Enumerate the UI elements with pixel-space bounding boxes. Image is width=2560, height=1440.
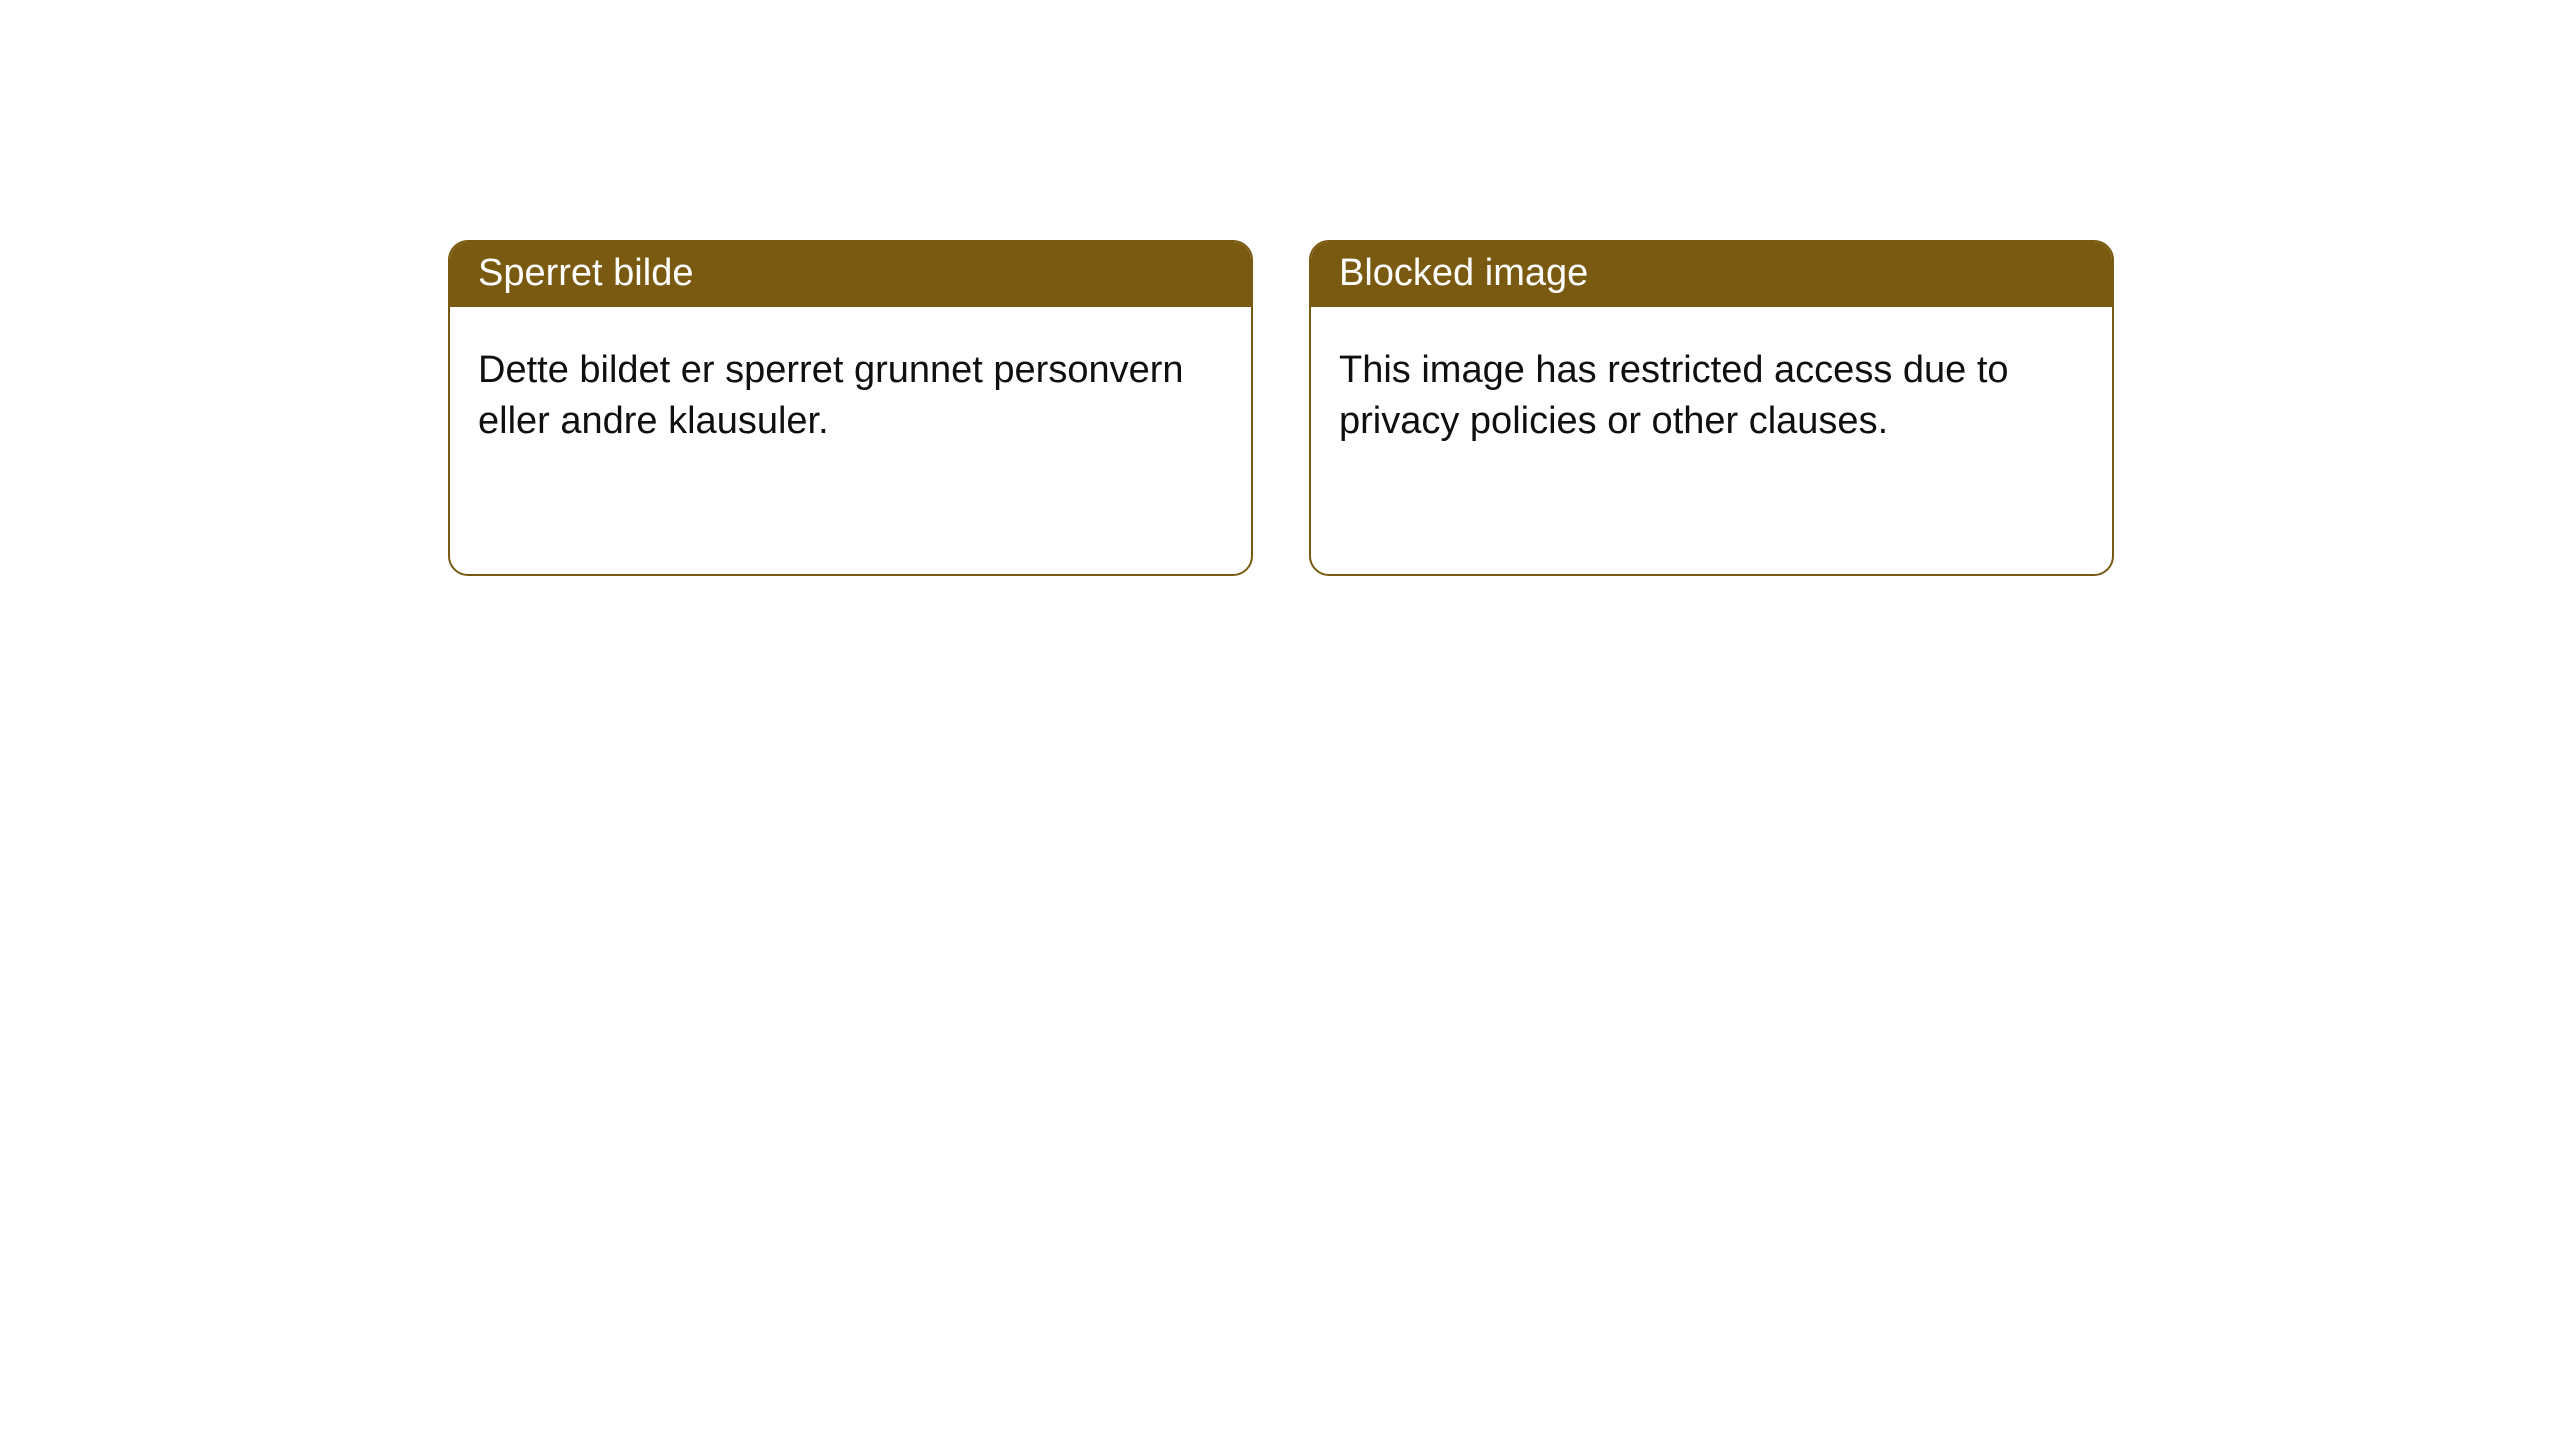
blocked-image-card-no: Sperret bilde Dette bildet er sperret gr…	[448, 240, 1253, 576]
card-header: Sperret bilde	[450, 242, 1251, 307]
card-header: Blocked image	[1311, 242, 2112, 307]
notice-card-row: Sperret bilde Dette bildet er sperret gr…	[0, 0, 2560, 576]
blocked-image-card-en: Blocked image This image has restricted …	[1309, 240, 2114, 576]
card-body: Dette bildet er sperret grunnet personve…	[450, 307, 1251, 476]
card-body: This image has restricted access due to …	[1311, 307, 2112, 476]
